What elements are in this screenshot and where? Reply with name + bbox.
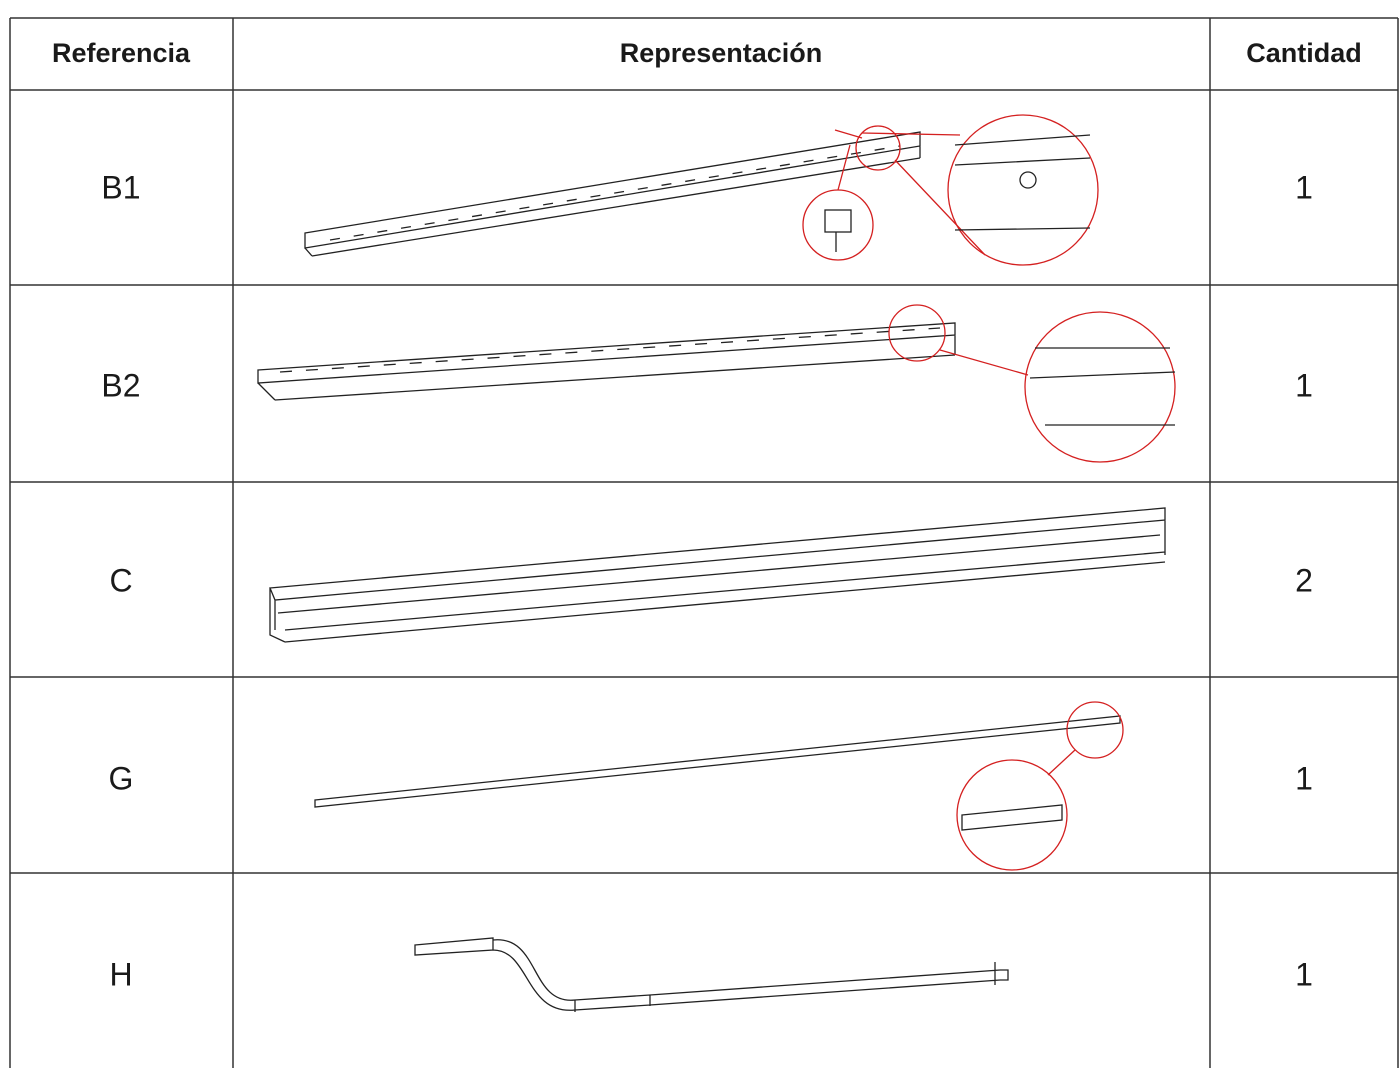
header-cell: Referencia [52, 38, 191, 68]
reference-cell: B2 [101, 367, 140, 403]
reference-cell: B1 [101, 169, 140, 205]
header-cell: Cantidad [1246, 38, 1362, 68]
table-grid [9, 17, 1399, 1068]
reference-cell: C [109, 562, 132, 598]
part-drawing-g [314, 701, 1124, 871]
header-cell: Representación [620, 38, 823, 68]
quantity-cell: 1 [1295, 367, 1313, 403]
part-drawing-c [269, 507, 1166, 643]
part-drawing-h [414, 937, 1009, 1012]
part-drawing-b1 [304, 114, 1099, 266]
part-drawing-b2 [257, 304, 1176, 463]
quantity-cell: 1 [1295, 760, 1313, 796]
reference-cell: H [109, 956, 132, 992]
quantity-cell: 2 [1295, 562, 1313, 598]
quantity-cell: 1 [1295, 956, 1313, 992]
reference-cell: G [109, 760, 134, 796]
quantity-cell: 1 [1295, 169, 1313, 205]
